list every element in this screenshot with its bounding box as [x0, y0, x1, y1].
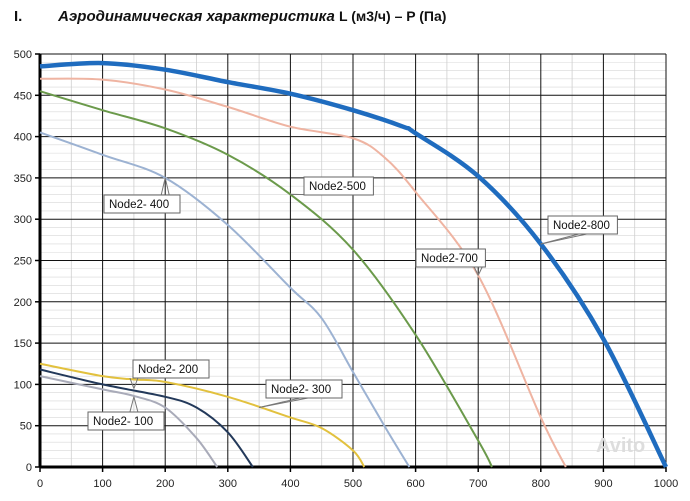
- label-box: [132, 359, 210, 379]
- title-number: I.: [14, 8, 23, 25]
- y-tick-label: 500: [14, 49, 32, 61]
- x-tick-label: 1000: [654, 478, 678, 490]
- chart-title: I. Аэродинамическая характеристика L (м3…: [14, 8, 446, 25]
- series-node2-700: [39, 77, 567, 468]
- series-line: [39, 362, 366, 468]
- callout-line: [160, 177, 166, 196]
- series-label-text: Node2- 100: [93, 416, 153, 428]
- callout-line: [129, 377, 135, 389]
- y-tick-label: 450: [14, 90, 32, 102]
- label-box: [87, 411, 165, 431]
- series-label-text: Node2-700: [421, 253, 478, 265]
- callout-line: [164, 177, 170, 196]
- callout-line: [540, 233, 587, 245]
- x-tick-label: 100: [93, 478, 111, 490]
- x-tick-label: 200: [156, 478, 174, 490]
- label-box: [303, 176, 374, 196]
- series-line: [39, 368, 254, 468]
- y-tick-label: 50: [20, 421, 32, 433]
- series-label-text: Node2-800: [553, 220, 610, 232]
- series-node2-200: [39, 368, 254, 468]
- series-line: [39, 60, 669, 468]
- series-label: Node2- 200: [129, 359, 210, 389]
- series-label-text: Node2- 400: [109, 199, 169, 211]
- x-tick-label: 600: [406, 478, 424, 490]
- series-node2-100: [39, 375, 218, 468]
- y-tick-label: 200: [14, 297, 32, 309]
- series-label: Node2- 300: [258, 379, 343, 409]
- x-tick-label: 400: [281, 478, 299, 490]
- series-node2-800: [39, 60, 669, 468]
- y-tick-label: 150: [14, 338, 32, 350]
- title-units: L (м3/ч) – P (Па): [339, 8, 447, 24]
- callout-line: [133, 396, 139, 413]
- label-box: [547, 215, 618, 235]
- label-box: [415, 248, 486, 268]
- series-label: Node2-500: [290, 176, 374, 196]
- x-tick-label: 500: [344, 478, 362, 490]
- series-label: Node2-800: [540, 215, 618, 245]
- series-node2-500: [39, 90, 493, 468]
- series-label: Node2-700: [415, 248, 486, 276]
- y-tick-label: 400: [14, 132, 32, 144]
- y-tick-label: 100: [14, 379, 32, 391]
- series-label-text: Node2- 200: [138, 364, 198, 376]
- title-main: Аэродинамическая характеристика: [58, 8, 335, 25]
- y-tick-label: 350: [14, 173, 32, 185]
- callout-line: [473, 266, 479, 276]
- series-label: Node2- 100: [87, 396, 165, 431]
- x-tick-label: 900: [594, 478, 612, 490]
- series-line: [39, 375, 218, 468]
- series-line: [39, 131, 411, 468]
- y-tick-label: 0: [26, 462, 32, 474]
- y-tick-label: 250: [14, 256, 32, 268]
- series-label-text: Node2- 300: [271, 384, 331, 396]
- watermark: Avito: [596, 435, 645, 457]
- callout-line: [477, 266, 483, 276]
- x-tick-label: 700: [469, 478, 487, 490]
- series-label-text: Node2-500: [309, 181, 366, 193]
- callout-line: [133, 377, 139, 389]
- label-box: [103, 194, 181, 214]
- label-box: [265, 379, 343, 399]
- series-label: Node2- 400: [103, 177, 181, 214]
- series-node2-400: [39, 131, 411, 468]
- series-line: [39, 77, 567, 468]
- series-node2-300: [39, 362, 366, 468]
- x-tick-label: 800: [532, 478, 550, 490]
- y-tick-label: 300: [14, 214, 32, 226]
- series-line: [39, 90, 493, 468]
- callout-line: [129, 396, 135, 413]
- x-tick-label: 300: [219, 478, 237, 490]
- x-tick-label: 0: [37, 478, 43, 490]
- callout-line: [259, 397, 309, 409]
